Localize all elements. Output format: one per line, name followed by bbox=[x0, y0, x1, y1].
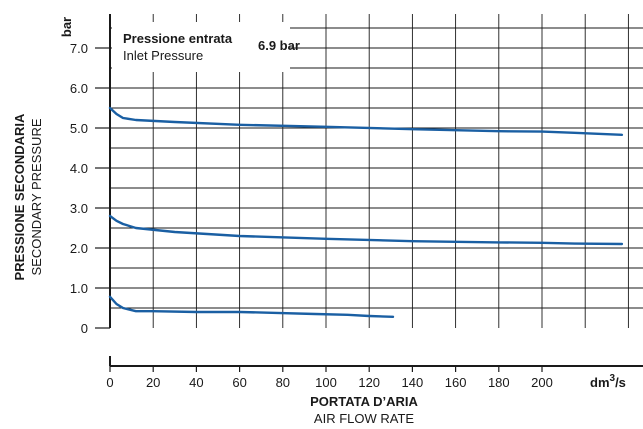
annotation-value: 6.9 bar bbox=[258, 38, 300, 53]
y-tick-label: 6.0 bbox=[70, 81, 88, 96]
y-tick-label: 5.0 bbox=[70, 121, 88, 136]
y-tick-label: 1.0 bbox=[70, 281, 88, 296]
axes bbox=[109, 14, 643, 367]
grid bbox=[110, 14, 643, 328]
x-tick-label: 100 bbox=[315, 375, 337, 390]
x-tick-label: 200 bbox=[531, 375, 553, 390]
x-tick-label: 20 bbox=[146, 375, 160, 390]
y-tick-label: 2.0 bbox=[70, 241, 88, 256]
x-axis-title: PORTATA D’ARIA bbox=[310, 394, 418, 409]
series-line-1 bbox=[108, 106, 624, 136]
series-line-3 bbox=[108, 295, 395, 318]
x-tick-label: 160 bbox=[445, 375, 467, 390]
y-axis-title: PRESSIONE SECONDARIA bbox=[12, 113, 27, 280]
x-tick-label: 120 bbox=[358, 375, 380, 390]
x-unit-sup: 3 bbox=[610, 373, 616, 384]
y-tick-label: 0 bbox=[81, 321, 88, 336]
y-tick-label: 7.0 bbox=[70, 41, 88, 56]
x-tick-label: 40 bbox=[189, 375, 203, 390]
y-tick-labels: 0 1.0 2.0 3.0 4.0 5.0 6.0 7.0 bbox=[70, 41, 110, 336]
x-tick-label: 180 bbox=[488, 375, 510, 390]
x-unit-base: dm bbox=[590, 375, 610, 390]
x-tick-label: 0 bbox=[106, 375, 113, 390]
x-tick-label: 140 bbox=[402, 375, 424, 390]
series-group bbox=[108, 106, 624, 318]
series-line-2 bbox=[108, 214, 624, 246]
annotation-title: Pressione entrata bbox=[123, 31, 233, 46]
annotation-subtitle: Inlet Pressure bbox=[123, 48, 203, 63]
x-unit-label: dm3/s bbox=[590, 373, 626, 390]
x-tick-labels: 0 20 40 60 80 100 120 140 160 180 200 bbox=[106, 366, 553, 390]
y-axis-subtitle: SECONDARY PRESSURE bbox=[29, 118, 44, 275]
y-unit-label: bar bbox=[59, 17, 74, 37]
y-tick-label: 4.0 bbox=[70, 161, 88, 176]
x-unit-tail: /s bbox=[615, 375, 626, 390]
annotation-box bbox=[112, 22, 290, 72]
x-tick-label: 80 bbox=[276, 375, 290, 390]
x-tick-label: 60 bbox=[232, 375, 246, 390]
y-tick-label: 3.0 bbox=[70, 201, 88, 216]
x-axis-subtitle: AIR FLOW RATE bbox=[314, 411, 414, 426]
